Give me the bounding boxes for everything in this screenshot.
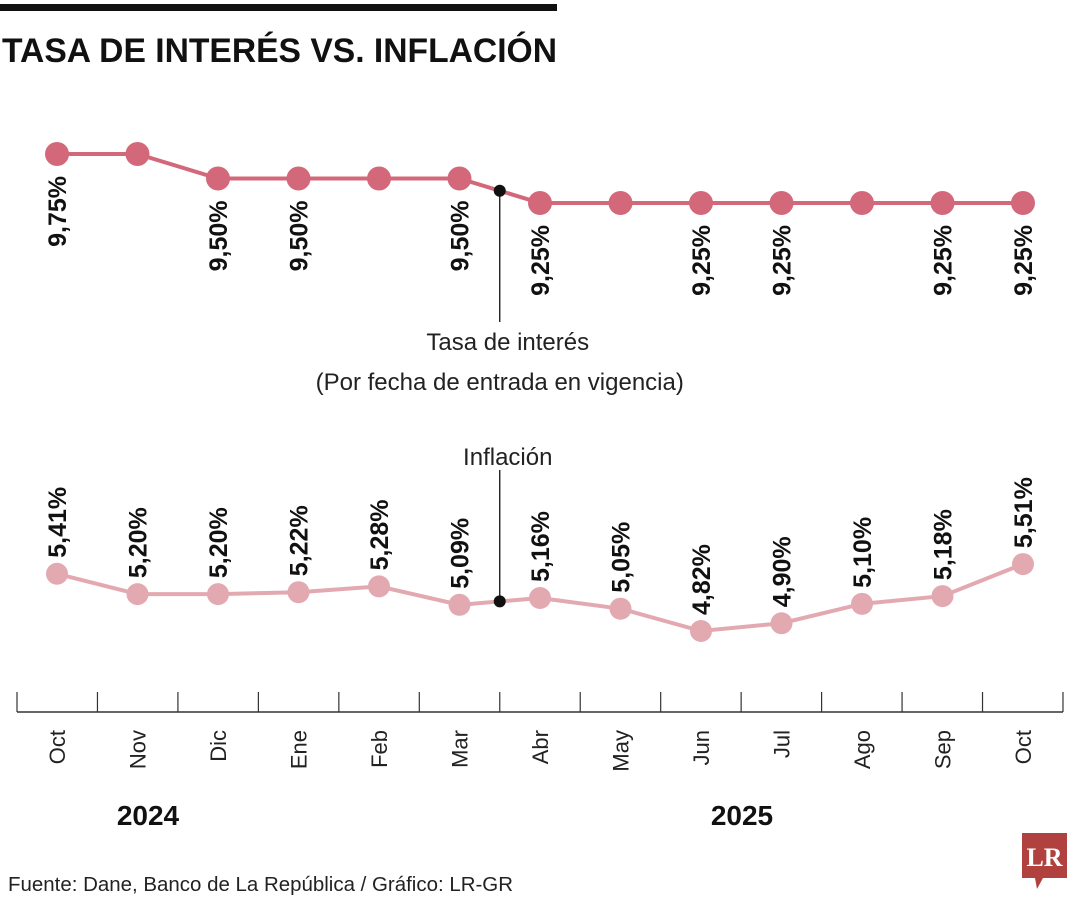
inflation-data-label: 5,18% [930, 509, 958, 580]
inflation-point [609, 597, 632, 620]
inflation-point [851, 592, 873, 615]
rate-data-label: 9,50% [286, 201, 314, 272]
rate-series-subtitle: (Por fecha de entrada en vigencia) [316, 369, 684, 396]
lr-logo: LR [1022, 833, 1067, 889]
rate-point [1011, 191, 1035, 215]
x-tick-label: Jul [770, 730, 795, 758]
inflation-series-name: Inflación [463, 444, 552, 471]
inflation-data-label: 4,82% [688, 544, 716, 615]
x-tick-label: Feb [367, 730, 392, 768]
x-tick-label: Ago [850, 730, 875, 769]
inflation-data-label: 5,20% [205, 507, 233, 578]
rate-data-label: 9,75% [44, 176, 72, 247]
inflation-point [287, 581, 310, 604]
inflation-point [931, 585, 954, 608]
inflation-data-label: 5,16% [527, 511, 555, 582]
inflation-data-label: 5,28% [366, 499, 394, 570]
chart-title: TASA DE INTERÉS VS. INFLACIÓN [2, 32, 557, 70]
title-rule [0, 4, 557, 11]
inflation-data-label: 5,05% [608, 522, 636, 593]
x-tick-label: Oct [1011, 730, 1036, 764]
rate-point [769, 191, 794, 215]
rate-point [447, 166, 472, 191]
rate-point [367, 166, 391, 191]
rate-data-label: 9,25% [769, 225, 797, 296]
x-tick-label: Dic [206, 730, 231, 762]
rate-point [608, 191, 633, 215]
rate-data-label: 9,25% [1010, 225, 1038, 296]
rate-data-label: 9,50% [447, 201, 475, 272]
rate-point [286, 166, 311, 191]
rate-point [45, 142, 69, 166]
x-tick-label: Sep [931, 730, 956, 769]
rate-point [125, 142, 150, 166]
x-tick-label: Mar [448, 730, 473, 768]
rate-data-label: 9,25% [688, 225, 716, 296]
inflation-point [770, 612, 793, 635]
rate-point [850, 191, 874, 215]
inflation-data-label: 5,20% [125, 507, 153, 578]
inflation-data-label: 5,22% [286, 505, 314, 576]
rate-data-label: 9,50% [205, 201, 233, 272]
rate-data-label: 9,25% [930, 225, 958, 296]
inflation-data-label: 4,90% [769, 536, 797, 607]
x-tick-label: May [609, 730, 634, 772]
inflation-point [529, 587, 551, 610]
inflation-leader-dot [493, 595, 506, 608]
rate-point [689, 191, 713, 215]
rate-point [528, 191, 552, 215]
x-tick-label: Oct [45, 730, 70, 764]
inflation-point [368, 575, 390, 598]
year-label: 2025 [711, 800, 773, 831]
x-tick-label: Nov [126, 730, 151, 769]
inflation-point [46, 562, 68, 585]
inflation-point [690, 620, 712, 642]
inflation-data-label: 5,51% [1010, 477, 1038, 548]
rate-leader-dot [493, 184, 506, 197]
inflation-point [448, 593, 471, 616]
rate-series-name: Tasa de interés [426, 329, 589, 356]
inflation-point [126, 583, 149, 606]
x-tick-label: Abr [528, 730, 553, 764]
inflation-data-label: 5,41% [44, 487, 72, 558]
year-label: 2024 [117, 800, 180, 831]
inflation-point [1012, 553, 1034, 576]
svg-text:LR: LR [1026, 843, 1062, 872]
x-tick-label: Jun [689, 730, 714, 765]
inflation-data-label: 5,09% [447, 518, 475, 589]
x-tick-label: Ene [287, 730, 312, 769]
rate-point [206, 166, 230, 191]
inflation-point [207, 583, 229, 606]
rate-data-label: 9,25% [527, 225, 555, 296]
rate-point [930, 191, 955, 215]
source-note: Fuente: Dane, Banco de La República / Gr… [8, 874, 513, 896]
inflation-data-label: 5,10% [849, 517, 877, 588]
